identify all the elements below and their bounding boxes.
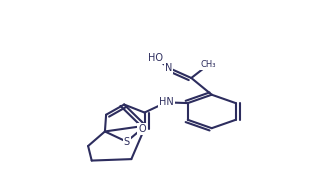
Text: HN: HN <box>159 97 174 107</box>
Text: CH₃: CH₃ <box>200 60 216 69</box>
Text: HO: HO <box>148 53 163 63</box>
Text: N: N <box>165 63 172 73</box>
Text: S: S <box>123 137 130 147</box>
Text: O: O <box>138 124 146 134</box>
